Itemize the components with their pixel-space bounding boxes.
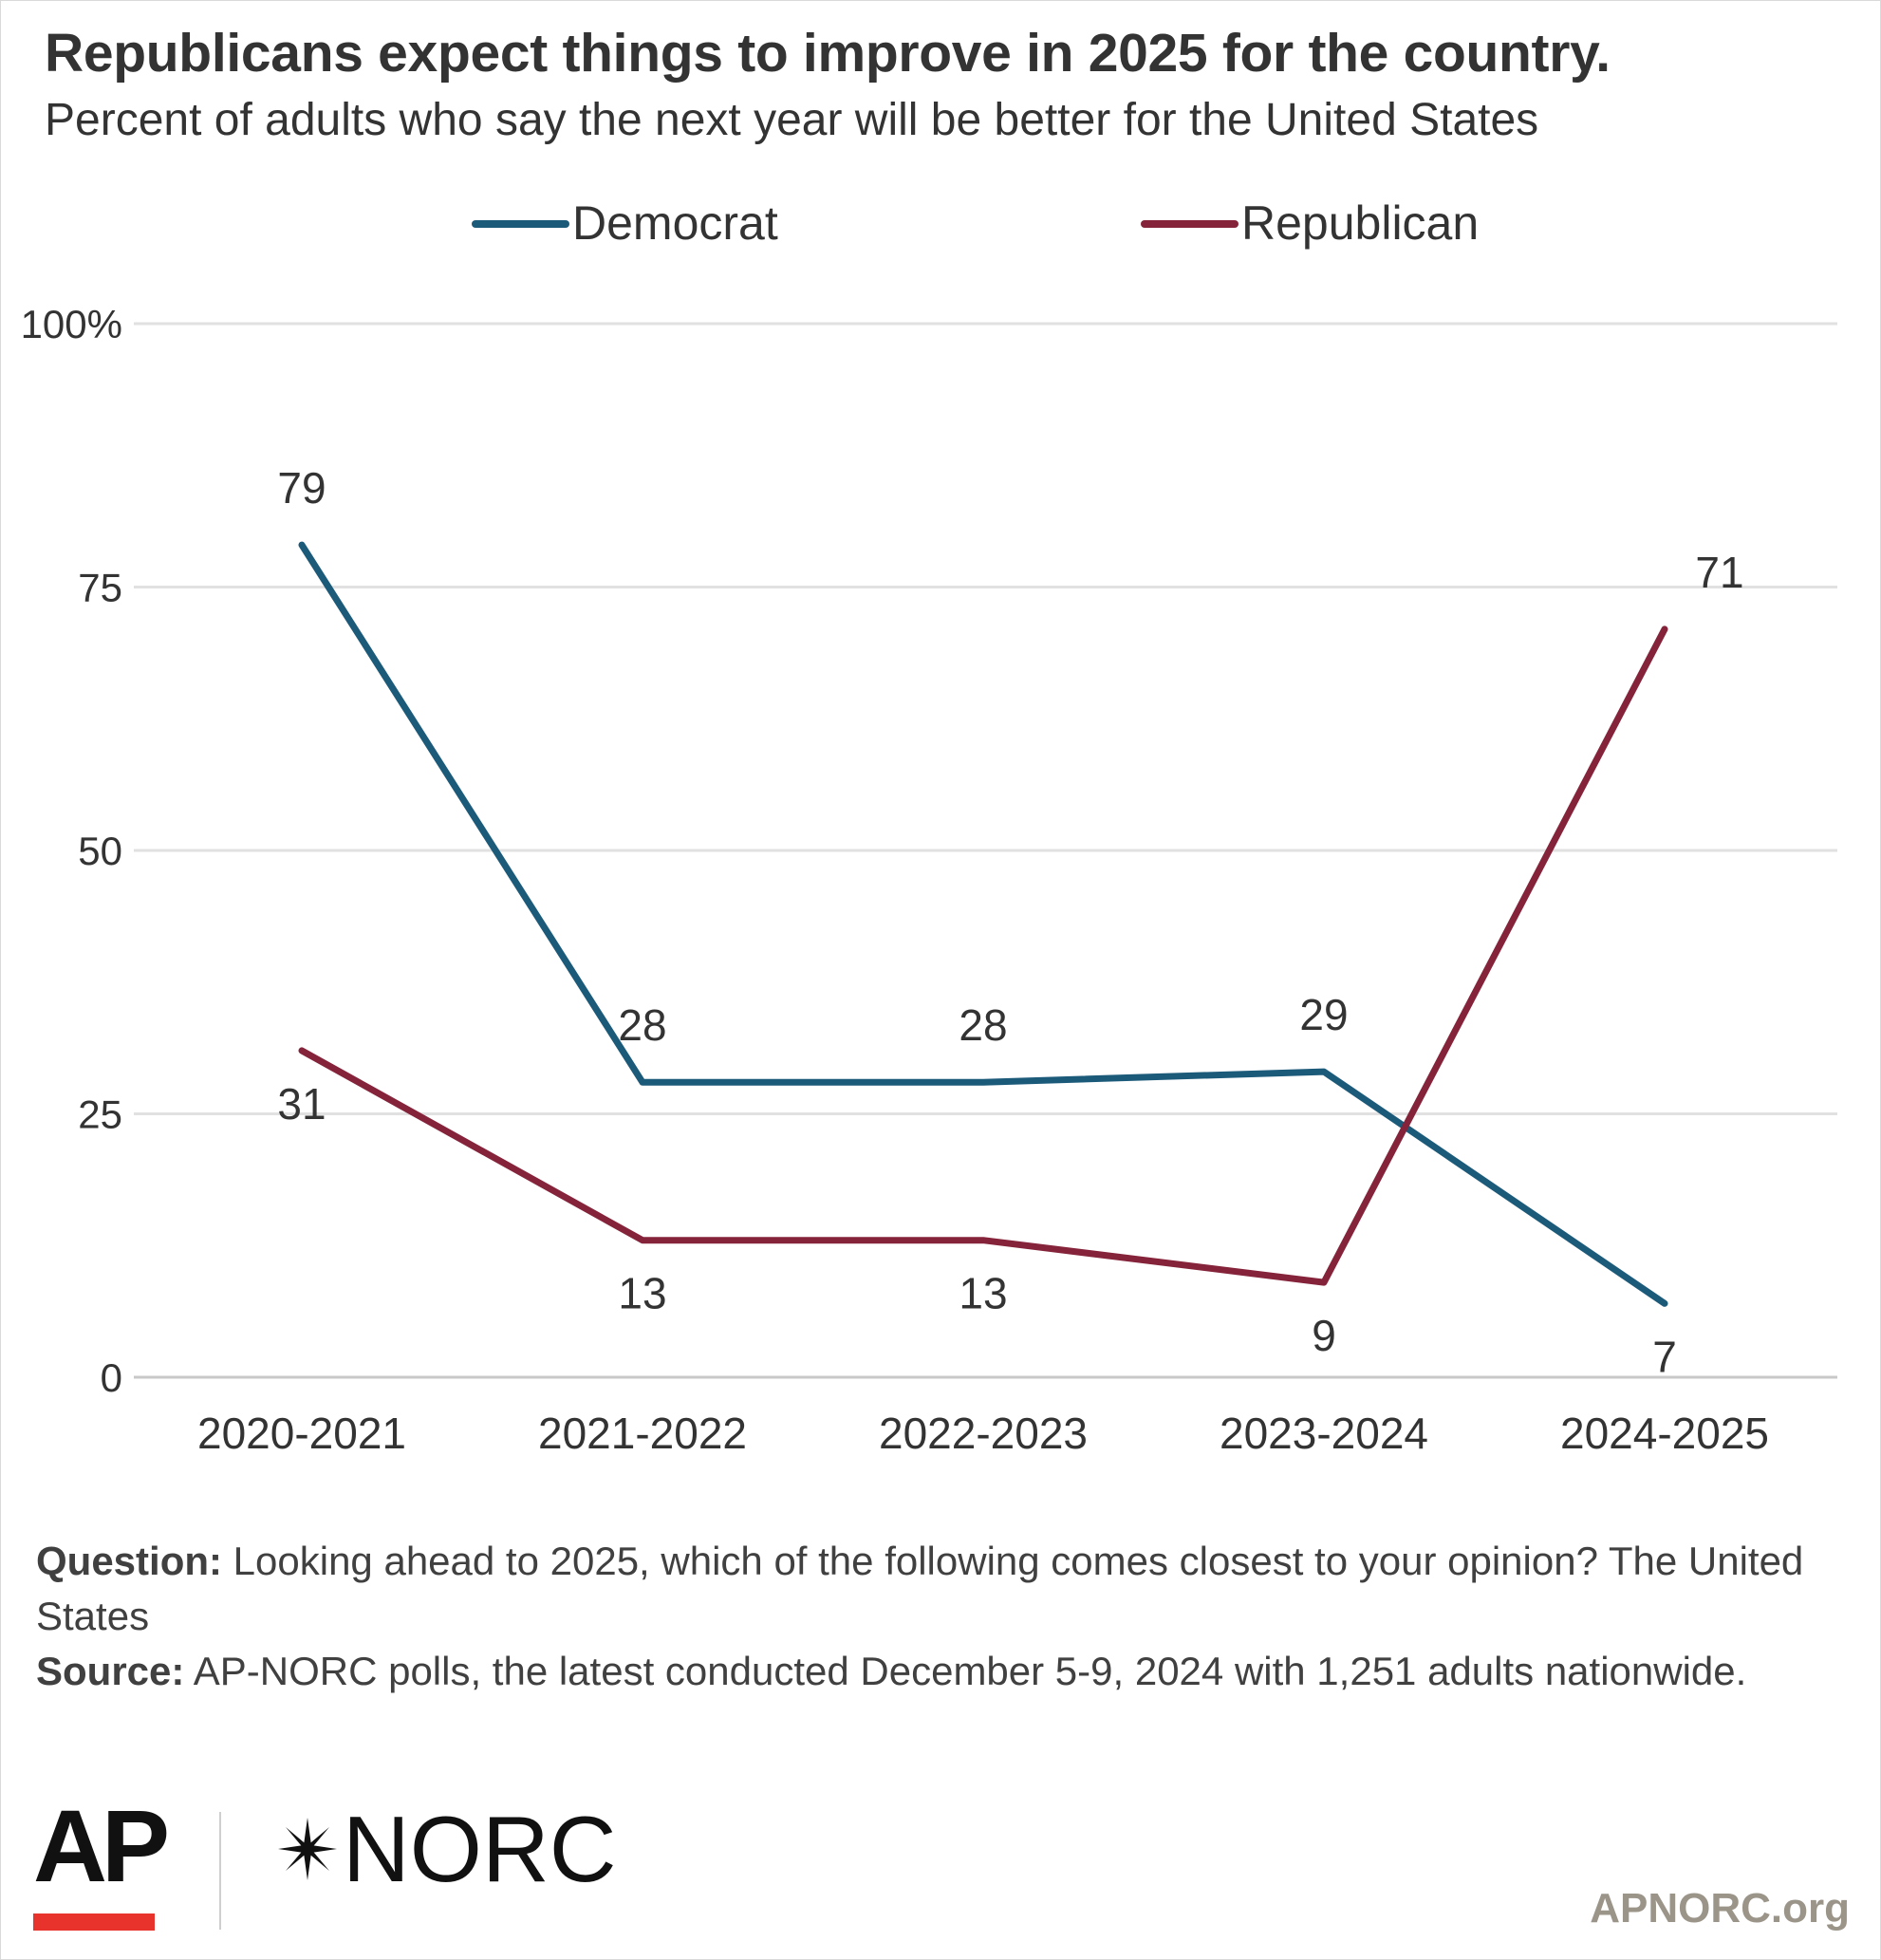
chart-subtitle: Percent of adults who say the next year … xyxy=(45,95,1539,145)
y-tick-label: 0 xyxy=(101,1355,122,1400)
data-label: 71 xyxy=(1695,548,1743,597)
line-chart: 0 25 50 75 100% 2020-2021 2021-2022 2022-2023 20… xyxy=(21,196,1837,1458)
x-tick-label: 2022-2023 xyxy=(879,1409,1088,1458)
logo-divider xyxy=(219,1812,221,1930)
series-line xyxy=(298,625,1668,1286)
x-tick-label: 2020-2021 xyxy=(197,1409,406,1458)
data-label: 31 xyxy=(277,1079,326,1129)
asterisk-star-icon xyxy=(278,1818,337,1880)
data-label: 9 xyxy=(1312,1311,1336,1360)
chart-title: Republicans expect things to improve in … xyxy=(45,23,1611,84)
website-link[interactable]: APNORC.org xyxy=(1590,1885,1850,1932)
data-label: 13 xyxy=(618,1269,666,1318)
source-text: AP-NORC polls, the latest conducted Dece… xyxy=(193,1649,1747,1693)
y-tick-label: 100% xyxy=(21,302,122,346)
series-line xyxy=(298,541,1668,1307)
x-tick-label: 2023-2024 xyxy=(1220,1409,1428,1458)
data-label: 79 xyxy=(277,463,326,513)
y-tick-label: 75 xyxy=(78,566,122,610)
y-tick-label: 50 xyxy=(78,829,122,873)
norc-wordmark: NORC xyxy=(343,1797,617,1901)
source-note: Source: AP-NORC polls, the latest conduc… xyxy=(36,1644,1858,1699)
legend-label: Republican xyxy=(1241,196,1479,250)
norc-logo: NORC xyxy=(276,1802,617,1895)
question-note: Question: Looking ahead to 2025, which o… xyxy=(36,1534,1858,1644)
ap-logo-accent-bar xyxy=(33,1913,155,1931)
chart-notes: Question: Looking ahead to 2025, which o… xyxy=(36,1534,1858,1699)
data-label: 29 xyxy=(1299,990,1348,1039)
x-tick-label: 2021-2022 xyxy=(538,1409,747,1458)
x-tick-label: 2024-2025 xyxy=(1560,1409,1769,1458)
data-label: 13 xyxy=(959,1269,1007,1318)
data-label: 28 xyxy=(959,1000,1007,1050)
data-label: 7 xyxy=(1652,1332,1677,1381)
data-label: 28 xyxy=(618,1000,666,1050)
ap-logo: AP xyxy=(33,1788,170,1903)
source-label: Source: xyxy=(36,1649,185,1693)
legend-label: Democrat xyxy=(572,196,778,250)
y-tick-label: 25 xyxy=(78,1092,122,1137)
question-label: Question: xyxy=(36,1539,222,1583)
question-text: Looking ahead to 2025, which of the foll… xyxy=(36,1539,1804,1638)
